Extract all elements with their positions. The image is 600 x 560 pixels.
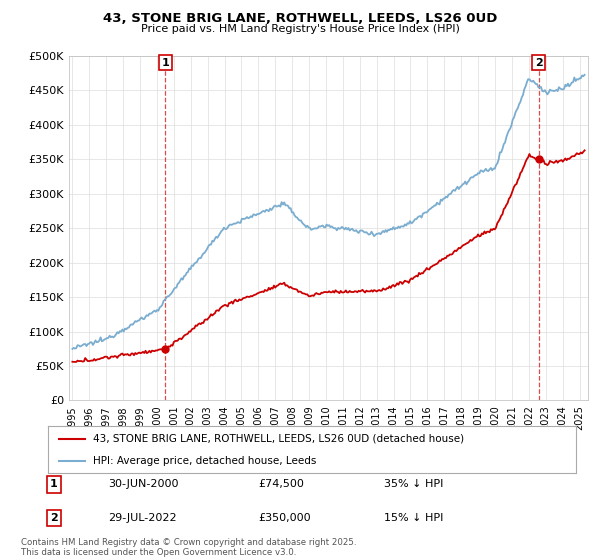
- Text: 2: 2: [50, 513, 58, 523]
- Text: 29-JUL-2022: 29-JUL-2022: [108, 513, 176, 523]
- Text: Price paid vs. HM Land Registry's House Price Index (HPI): Price paid vs. HM Land Registry's House …: [140, 24, 460, 34]
- Text: 15% ↓ HPI: 15% ↓ HPI: [384, 513, 443, 523]
- Text: 35% ↓ HPI: 35% ↓ HPI: [384, 479, 443, 489]
- Text: 1: 1: [50, 479, 58, 489]
- Text: 43, STONE BRIG LANE, ROTHWELL, LEEDS, LS26 0UD (detached house): 43, STONE BRIG LANE, ROTHWELL, LEEDS, LS…: [93, 434, 464, 444]
- Text: £350,000: £350,000: [258, 513, 311, 523]
- Text: HPI: Average price, detached house, Leeds: HPI: Average price, detached house, Leed…: [93, 456, 316, 466]
- Text: 2: 2: [535, 58, 542, 68]
- Text: £74,500: £74,500: [258, 479, 304, 489]
- Text: Contains HM Land Registry data © Crown copyright and database right 2025.
This d: Contains HM Land Registry data © Crown c…: [21, 538, 356, 557]
- Text: 1: 1: [161, 58, 169, 68]
- Text: 30-JUN-2000: 30-JUN-2000: [108, 479, 179, 489]
- Text: 43, STONE BRIG LANE, ROTHWELL, LEEDS, LS26 0UD: 43, STONE BRIG LANE, ROTHWELL, LEEDS, LS…: [103, 12, 497, 25]
